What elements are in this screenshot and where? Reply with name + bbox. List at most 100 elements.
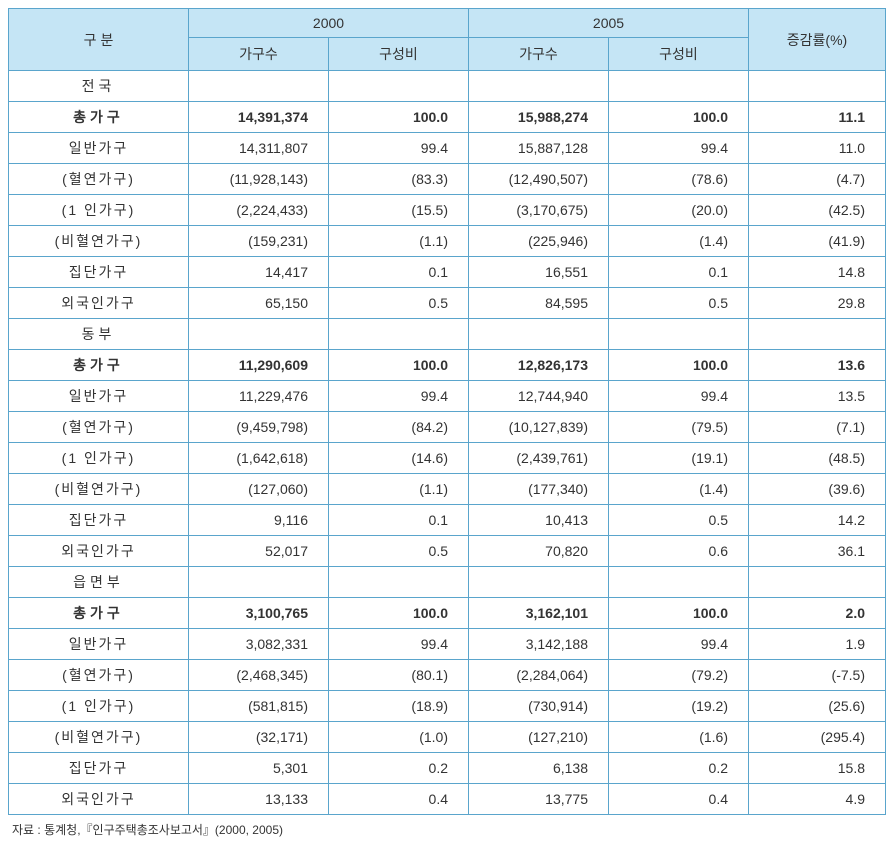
table-row: 집단가구14,4170.116,5510.114.8 [9, 257, 886, 288]
count-2005: 15,887,128 [469, 133, 609, 164]
table-row: (비혈연가구)(159,231)(1.1)(225,946)(1.4)(41.9… [9, 226, 886, 257]
change-rate: 14.8 [749, 257, 886, 288]
empty-cell [329, 319, 469, 350]
ratio-2005: (20.0) [609, 195, 749, 226]
ratio-2000: 0.4 [329, 784, 469, 815]
footnote: 자료 : 통계청,『인구주택총조사보고서』(2000, 2005) [8, 821, 885, 838]
table-row: 집단가구5,3010.26,1380.215.8 [9, 753, 886, 784]
ratio-2005: 100.0 [609, 102, 749, 133]
empty-cell [469, 71, 609, 102]
empty-cell [609, 567, 749, 598]
row-label: 총가구 [9, 102, 189, 133]
row-label: (1 인가구) [9, 691, 189, 722]
count-2000: (2,468,345) [189, 660, 329, 691]
header-count-2000: 가구수 [189, 38, 329, 71]
count-2000: (9,459,798) [189, 412, 329, 443]
row-label: (혈연가구) [9, 412, 189, 443]
ratio-2000: 0.2 [329, 753, 469, 784]
count-2000: 5,301 [189, 753, 329, 784]
ratio-2005: (19.2) [609, 691, 749, 722]
count-2000: 3,082,331 [189, 629, 329, 660]
change-rate: 29.8 [749, 288, 886, 319]
row-label: 총가구 [9, 598, 189, 629]
empty-cell [609, 71, 749, 102]
row-label: (비혈연가구) [9, 226, 189, 257]
count-2000: 65,150 [189, 288, 329, 319]
table-row: (비혈연가구)(32,171)(1.0)(127,210)(1.6)(295.4… [9, 722, 886, 753]
count-2005: 10,413 [469, 505, 609, 536]
row-label: 외국인가구 [9, 288, 189, 319]
change-rate: (41.9) [749, 226, 886, 257]
table-row: 일반가구14,311,80799.415,887,12899.411.0 [9, 133, 886, 164]
empty-cell [189, 319, 329, 350]
row-label: 외국인가구 [9, 536, 189, 567]
ratio-2005: 99.4 [609, 629, 749, 660]
section-header-row: 동부 [9, 319, 886, 350]
header-change: 증감률(%) [749, 9, 886, 71]
count-2005: (3,170,675) [469, 195, 609, 226]
ratio-2000: (80.1) [329, 660, 469, 691]
change-rate: (-7.5) [749, 660, 886, 691]
table-row: 집단가구9,1160.110,4130.514.2 [9, 505, 886, 536]
ratio-2005: 0.6 [609, 536, 749, 567]
change-rate: 13.6 [749, 350, 886, 381]
row-label: (혈연가구) [9, 164, 189, 195]
ratio-2000: (18.9) [329, 691, 469, 722]
header-count-2005: 가구수 [469, 38, 609, 71]
count-2005: (2,284,064) [469, 660, 609, 691]
count-2005: 16,551 [469, 257, 609, 288]
row-label: (1 인가구) [9, 195, 189, 226]
count-2005: 3,162,101 [469, 598, 609, 629]
ratio-2005: 100.0 [609, 598, 749, 629]
count-2000: (1,642,618) [189, 443, 329, 474]
count-2005: 84,595 [469, 288, 609, 319]
empty-cell [469, 319, 609, 350]
row-label: 외국인가구 [9, 784, 189, 815]
section-header-row: 전국 [9, 71, 886, 102]
table-row: 외국인가구13,1330.413,7750.44.9 [9, 784, 886, 815]
table-row: 일반가구3,082,33199.43,142,18899.41.9 [9, 629, 886, 660]
empty-cell [749, 71, 886, 102]
ratio-2000: 0.1 [329, 257, 469, 288]
change-rate: (7.1) [749, 412, 886, 443]
change-rate: 36.1 [749, 536, 886, 567]
table-row: (혈연가구)(2,468,345)(80.1)(2,284,064)(79.2)… [9, 660, 886, 691]
ratio-2000: 99.4 [329, 629, 469, 660]
count-2000: (32,171) [189, 722, 329, 753]
count-2000: (2,224,433) [189, 195, 329, 226]
ratio-2000: 99.4 [329, 381, 469, 412]
row-label: (혈연가구) [9, 660, 189, 691]
empty-cell [189, 567, 329, 598]
table-row: (혈연가구)(11,928,143)(83.3)(12,490,507)(78.… [9, 164, 886, 195]
ratio-2005: 0.2 [609, 753, 749, 784]
table-row: (혈연가구)(9,459,798)(84.2)(10,127,839)(79.5… [9, 412, 886, 443]
ratio-2005: (1.4) [609, 474, 749, 505]
ratio-2000: (83.3) [329, 164, 469, 195]
table-row: 총가구14,391,374100.015,988,274100.011.1 [9, 102, 886, 133]
change-rate: (42.5) [749, 195, 886, 226]
header-ratio-2000: 구성비 [329, 38, 469, 71]
ratio-2000: (1.1) [329, 226, 469, 257]
change-rate: 11.0 [749, 133, 886, 164]
ratio-2005: (78.6) [609, 164, 749, 195]
count-2005: 3,142,188 [469, 629, 609, 660]
empty-cell [329, 71, 469, 102]
ratio-2000: (1.0) [329, 722, 469, 753]
count-2000: 52,017 [189, 536, 329, 567]
ratio-2000: 99.4 [329, 133, 469, 164]
count-2005: (12,490,507) [469, 164, 609, 195]
ratio-2005: 0.4 [609, 784, 749, 815]
table-row: (1 인가구)(1,642,618)(14.6)(2,439,761)(19.1… [9, 443, 886, 474]
ratio-2005: 99.4 [609, 381, 749, 412]
section-title: 전국 [9, 71, 189, 102]
count-2000: 14,391,374 [189, 102, 329, 133]
count-2000: 11,290,609 [189, 350, 329, 381]
ratio-2000: 100.0 [329, 598, 469, 629]
row-label: 집단가구 [9, 257, 189, 288]
row-label: (1 인가구) [9, 443, 189, 474]
count-2000: (159,231) [189, 226, 329, 257]
row-label: (비혈연가구) [9, 722, 189, 753]
ratio-2005: 0.5 [609, 505, 749, 536]
change-rate: 1.9 [749, 629, 886, 660]
count-2005: 12,826,173 [469, 350, 609, 381]
